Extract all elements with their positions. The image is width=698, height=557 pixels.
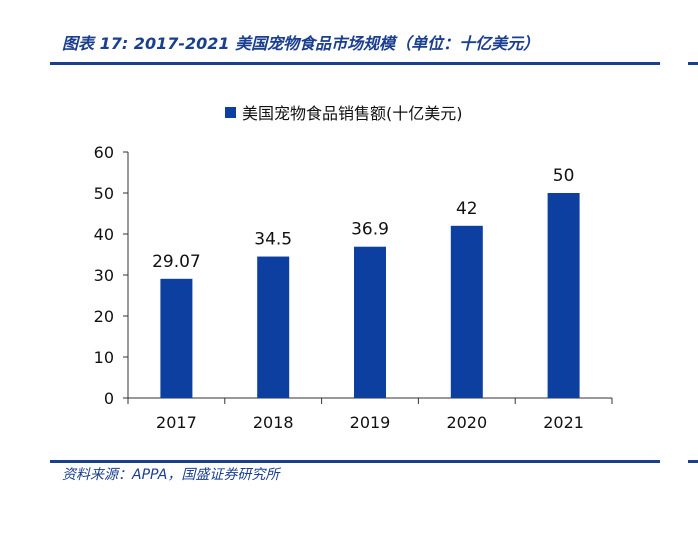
top-rule	[50, 62, 660, 65]
x-tick-label: 2018	[253, 413, 294, 432]
figure-title: 图表 17: 2017-2021 美国宠物食品市场规模（单位：十亿美元）	[62, 34, 540, 53]
bar	[160, 278, 193, 398]
legend: 美国宠物食品销售额(十亿美元)	[225, 104, 463, 123]
y-tick-label: 60	[94, 143, 114, 162]
y-tick-label: 0	[104, 389, 114, 408]
bottom-rule	[50, 460, 660, 463]
y-tick-label: 50	[94, 184, 114, 203]
data-label: 50	[553, 166, 575, 186]
bar	[354, 246, 386, 398]
data-label: 34.5	[254, 230, 292, 250]
bar	[547, 193, 580, 398]
y-tick-label: 20	[94, 307, 114, 326]
x-tick-label: 2017	[156, 413, 197, 432]
bars: 29.07 34.5 36.9 42 50	[152, 166, 580, 398]
x-tick-label: 2021	[543, 413, 584, 432]
axes: 0 10 20 30 40 50 60 2017 2018 2019 2020 2021	[94, 143, 613, 432]
bar	[450, 225, 483, 398]
x-tick-label: 2019	[350, 413, 391, 432]
top-rule-right	[688, 62, 698, 65]
x-tick-label: 2020	[446, 413, 487, 432]
bottom-rule-right	[688, 460, 698, 463]
data-label: 36.9	[351, 220, 389, 240]
data-label: 42	[456, 199, 478, 219]
legend-swatch	[225, 107, 236, 118]
y-tick-label: 30	[94, 266, 114, 285]
data-label: 29.07	[152, 252, 201, 272]
source-note: 资料来源：APPA，国盛证券研究所	[62, 467, 280, 483]
y-tick-label: 10	[94, 348, 114, 367]
bar	[257, 256, 290, 398]
legend-label: 美国宠物食品销售额(十亿美元)	[242, 104, 463, 123]
y-tick-label: 40	[94, 225, 114, 244]
